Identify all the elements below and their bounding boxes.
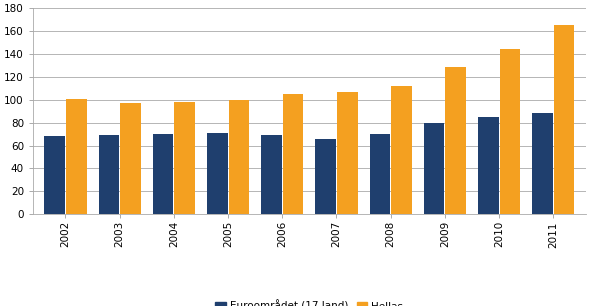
Bar <box>228 100 249 214</box>
Bar <box>445 66 466 214</box>
Bar <box>261 135 282 214</box>
Bar <box>424 123 444 214</box>
Bar <box>337 92 358 214</box>
Bar <box>315 139 336 214</box>
Bar <box>554 25 575 214</box>
Bar <box>207 133 228 214</box>
Bar <box>391 86 412 214</box>
Bar <box>175 102 195 214</box>
Bar <box>99 135 119 214</box>
Legend: Euroområdet (17 land), Hellas: Euroområdet (17 land), Hellas <box>211 297 408 306</box>
Bar <box>44 136 65 214</box>
Bar <box>66 99 87 214</box>
Bar <box>532 114 553 214</box>
Bar <box>369 134 390 214</box>
Bar <box>478 117 499 214</box>
Bar <box>283 94 303 214</box>
Bar <box>153 134 173 214</box>
Bar <box>500 49 520 214</box>
Bar <box>120 103 141 214</box>
